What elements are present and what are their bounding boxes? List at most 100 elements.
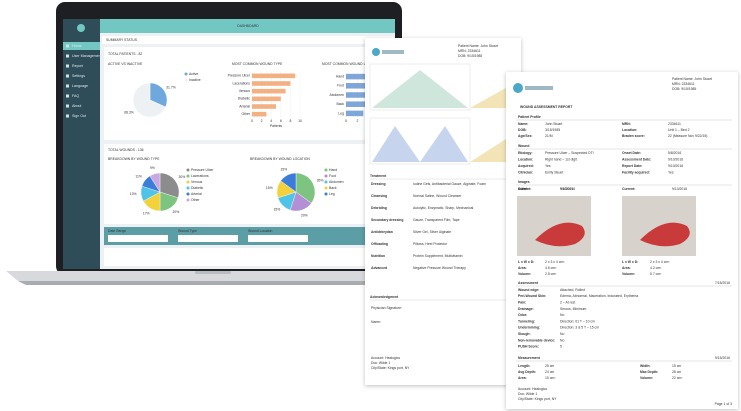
report-front-logo-text [525, 86, 553, 90]
field-value: 4.2 cm² [650, 266, 662, 270]
row-value: Iodine Gels, Antibacterial Gauze, Algina… [413, 182, 486, 186]
filter-input[interactable] [248, 235, 308, 242]
field-value: 2.5 cm³ [545, 272, 557, 276]
x-tick-label: 0 [345, 119, 347, 123]
sidebar-icon [66, 84, 69, 88]
header-line: DOB: 9/15/1985 [672, 87, 696, 91]
slice-label: 11% [135, 175, 142, 179]
footer-line: Doc: Wilde 1 [518, 392, 537, 396]
field-value: 24 cm [545, 370, 554, 374]
sidebar-icon [66, 64, 69, 68]
footer-line: Account: Healogics [371, 356, 400, 360]
filter-label: Wound Type [178, 229, 197, 233]
sidebar-item[interactable]: Sign Out [72, 114, 86, 118]
field-label: PUSH Score: [518, 345, 539, 349]
filter-input[interactable] [108, 235, 168, 242]
sidebar-icon [66, 94, 69, 98]
wounds-title: TOTAL WOUNDS - 136 [108, 148, 144, 152]
slice-label: 31.7% [166, 85, 176, 89]
field-value: 22 cm³ [672, 376, 683, 380]
field-value: No [560, 313, 564, 317]
legend-swatch [186, 180, 190, 184]
field-value: Attached, Rolled [560, 288, 585, 292]
legend-swatch [324, 168, 328, 172]
section-title: Patient Profile [518, 115, 541, 119]
ack-field: Name: [371, 320, 381, 324]
legend-label: Active [189, 72, 198, 76]
legend-swatch [324, 186, 328, 190]
field-label: Drainage: [518, 307, 534, 311]
x-tick-label: 10 [298, 119, 302, 123]
row-value: Silver Gel, Silver Alginate [413, 230, 451, 234]
chart-title: BREAKDOWN BY WOUND LOCATION [250, 157, 310, 161]
x-tick-label: 0 [251, 119, 253, 123]
legend-label: Leg [329, 192, 335, 196]
section-title: Images [518, 180, 530, 184]
legend-label: Inactive [189, 78, 201, 82]
bar [252, 88, 286, 94]
bar [252, 81, 291, 86]
x-tick-label: 4 [270, 119, 272, 123]
field-value: No [560, 332, 564, 336]
report-back-logo [372, 48, 380, 56]
section-title: Acknowledgment [370, 295, 399, 299]
row-value: Negative Pressure Wound Therapy [413, 266, 466, 270]
filter-input[interactable] [178, 235, 238, 242]
field-value: John Stuart [545, 122, 562, 126]
field-value: Direction: 3 & 5 T – 15 cm [560, 326, 599, 330]
legend-swatch [184, 72, 188, 76]
field-label: Area: [518, 376, 527, 380]
legend-swatch [324, 180, 328, 184]
pie-slice [159, 172, 180, 199]
field-label: Pain: [518, 300, 526, 304]
slice-label: 13% [130, 192, 137, 196]
header-line: Patient Name: John Stuart [458, 44, 498, 48]
ack-field: Physician Signature: [371, 306, 402, 310]
section-date: 9/15/2016 [715, 356, 730, 360]
slice-label: 15% [266, 186, 273, 190]
section-title: Assessment [518, 281, 539, 285]
field-label: Clinician: [518, 170, 533, 174]
sidebar-item[interactable]: FAQ [72, 94, 79, 98]
bar [346, 83, 381, 89]
field-label: Report Date: [622, 164, 642, 168]
legend-label: Foot [329, 174, 336, 178]
field-value: 9/10/2016 [672, 187, 687, 191]
laptop-notch [195, 271, 231, 274]
y-tick-label: Foot [337, 84, 344, 88]
field-label: Etiology: [518, 151, 533, 155]
y-tick-label: Leg [338, 111, 344, 115]
pie-slice [280, 172, 297, 193]
sidebar-item[interactable]: Language [72, 84, 88, 88]
bar [346, 92, 375, 98]
sidebar-item[interactable]: Settings [72, 74, 85, 78]
field-label: Current: [622, 187, 635, 191]
section-strip [102, 36, 394, 44]
row-label: Debriding [371, 206, 387, 210]
footer-line: City/State: Kings port, NY [371, 366, 410, 370]
legend-swatch [186, 186, 190, 190]
slice-label: 35% [317, 179, 324, 183]
field-label: Peri-Wound Skin: [518, 294, 546, 298]
field-label: Age/Sex: [518, 134, 533, 138]
field-value: 9/10/2016 [668, 157, 683, 161]
field-label: Volume: [640, 376, 653, 380]
header-line: MRN: 2334611 [672, 82, 695, 86]
sidebar-item[interactable]: About [72, 104, 81, 108]
field-label: Area: [518, 266, 527, 270]
slice-label: 20% [172, 210, 179, 214]
legend-label: Hand [329, 168, 337, 172]
section-title: Measurement [518, 356, 541, 360]
sidebar-item[interactable]: Home [72, 44, 82, 48]
report-front-logo [513, 83, 523, 93]
sidebar-item[interactable]: Report [72, 64, 83, 68]
y-tick-label: Diabetic [238, 97, 251, 101]
sidebar-item[interactable]: User Management [72, 54, 102, 58]
bar [252, 104, 276, 109]
filter-label: Wound Location [248, 229, 273, 233]
legend-label: Venous [191, 180, 203, 184]
field-value: 4.6 cm² [545, 266, 557, 270]
field-value: 21/M [545, 134, 553, 138]
sidebar-active [63, 42, 100, 50]
